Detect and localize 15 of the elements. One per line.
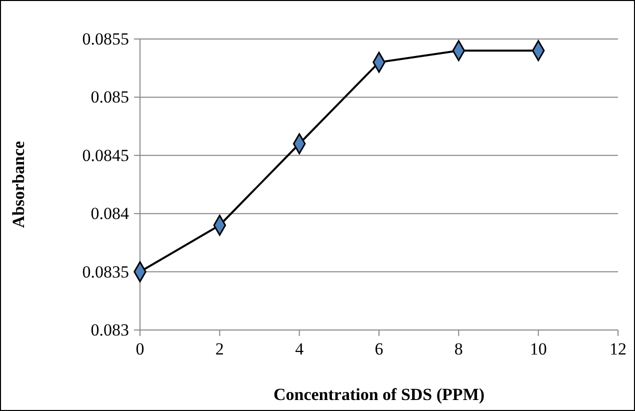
y-tick-label: 0.084 xyxy=(90,204,130,224)
x-tick-label: 0 xyxy=(136,339,144,358)
y-axis-title: Absorbance xyxy=(9,140,28,228)
x-tick-label: 2 xyxy=(215,339,224,358)
x-tick-label: 4 xyxy=(295,339,304,358)
y-tick-label: 0.085 xyxy=(90,88,129,107)
y-tick-label: 0.0835 xyxy=(82,262,129,282)
x-axis-title: Concentration of SDS (PPM) xyxy=(273,385,485,404)
y-tick-label: 0.0855 xyxy=(82,29,129,48)
y-tick-label: 0.083 xyxy=(90,320,129,340)
x-tick-label: 10 xyxy=(530,339,547,358)
x-tick-label: 8 xyxy=(454,339,463,358)
x-tick-label: 6 xyxy=(374,339,384,358)
x-tick-label: 12 xyxy=(610,339,626,358)
y-tick-label: 0.0845 xyxy=(82,146,129,165)
